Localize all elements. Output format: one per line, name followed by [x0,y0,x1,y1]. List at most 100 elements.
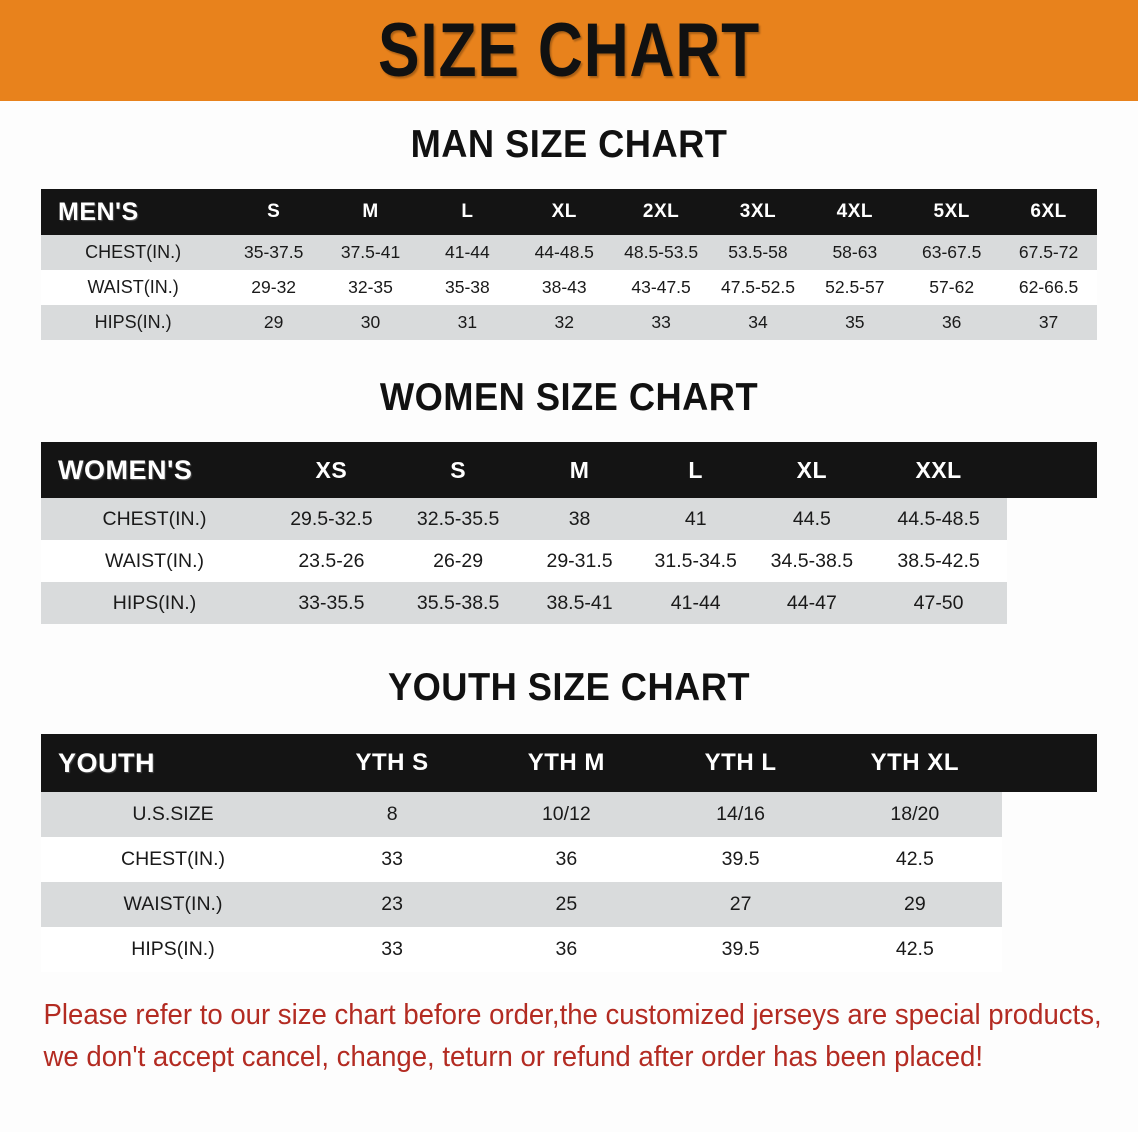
man-cell-0-3: 44-48.5 [515,235,613,270]
youth-row-label-2: WAIST(IN.) [41,882,305,927]
man-section-title: MAN SIZE CHART [410,123,728,166]
man-cell-2-6: 35 [806,305,904,340]
women-header-spacer [1007,442,1097,498]
man-cell-1-5: 47.5-52.5 [709,270,807,305]
man-cell-2-5: 34 [709,305,807,340]
women-row-label-2: HIPS(IN.) [41,582,269,624]
women-size-header-3: L [637,442,754,498]
youth-row-spacer-0 [1001,792,1097,837]
youth-cell-2-3: 29 [827,882,1002,927]
disclaimer-text: Please refer to our size chart before or… [34,994,1102,1078]
youth-size-header-2: YTH L [653,734,828,792]
youth-table-wrap: YOUTH YTH S YTH M YTH L YTH XL U.S.SIZE … [41,734,1097,972]
youth-cell-0-3: 18/20 [827,792,1002,837]
page-banner: SIZE CHART [0,0,1138,101]
youth-cell-3-2: 39.5 [653,927,828,972]
man-cell-1-0: 29-32 [225,270,323,305]
women-cell-2-1: 35.5-38.5 [394,582,522,624]
man-cell-2-4: 33 [612,305,710,340]
youth-row-label-3: HIPS(IN.) [41,927,305,972]
women-row-label-0: CHEST(IN.) [41,498,269,540]
man-header-row: MEN'S S M L XL 2XL 3XL 4XL 5XL 6XL [41,189,1097,235]
women-cell-1-1: 26-29 [394,540,522,582]
youth-row-spacer-1 [1001,837,1097,882]
man-cell-2-7: 36 [903,305,1001,340]
man-size-header-2: L [418,189,516,235]
women-size-header-2: M [521,442,638,498]
table-row: HIPS(IN.) 29 30 31 32 33 34 35 36 37 [41,305,1097,340]
youth-cell-2-0: 23 [305,882,480,927]
disclaimer-line-2: we don't accept cancel, change, teturn o… [43,1041,984,1074]
women-table-wrap: WOMEN'S XS S M L XL XXL CHEST(IN.) 29.5-… [41,442,1097,624]
man-size-header-8: 6XL [1000,189,1097,235]
man-cell-1-8: 62-66.5 [1000,270,1097,305]
youth-size-header-3: YTH XL [827,734,1002,792]
man-size-table: MEN'S S M L XL 2XL 3XL 4XL 5XL 6XL CHEST… [41,189,1097,340]
man-cell-0-0: 35-37.5 [225,235,323,270]
women-cell-2-5: 47-50 [869,582,1008,624]
youth-row-label-1: CHEST(IN.) [41,837,305,882]
man-table-wrap: MEN'S S M L XL 2XL 3XL 4XL 5XL 6XL CHEST… [41,189,1097,340]
table-row: WAIST(IN.) 29-32 32-35 35-38 38-43 43-47… [41,270,1097,305]
women-cell-1-4: 34.5-38.5 [753,540,870,582]
man-cell-0-7: 63-67.5 [903,235,1001,270]
women-cell-0-1: 32.5-35.5 [394,498,522,540]
women-size-table: WOMEN'S XS S M L XL XXL CHEST(IN.) 29.5-… [41,442,1097,624]
table-row: CHEST(IN.) 35-37.5 37.5-41 41-44 44-48.5… [41,235,1097,270]
youth-cell-2-1: 25 [479,882,654,927]
table-row: WAIST(IN.) 23.5-26 26-29 29-31.5 31.5-34… [41,540,1097,582]
women-row-label-1: WAIST(IN.) [41,540,269,582]
youth-row-label-0: U.S.SIZE [41,792,305,837]
man-row-label-0: CHEST(IN.) [41,235,226,270]
man-cell-1-7: 57-62 [903,270,1001,305]
page-title: SIZE CHART [377,7,761,93]
youth-cell-1-2: 39.5 [653,837,828,882]
man-cell-0-8: 67.5-72 [1000,235,1097,270]
women-cell-0-3: 41 [637,498,754,540]
man-cell-1-1: 32-35 [322,270,419,305]
table-row: CHEST(IN.) 33 36 39.5 42.5 [41,837,1097,882]
man-size-header-0: S [225,189,323,235]
women-category-label: WOMEN'S [41,442,269,498]
youth-row-spacer-3 [1001,927,1097,972]
women-cell-0-5: 44.5-48.5 [869,498,1008,540]
youth-cell-3-1: 36 [479,927,654,972]
youth-cell-0-0: 8 [305,792,480,837]
man-cell-0-6: 58-63 [806,235,904,270]
youth-cell-1-3: 42.5 [827,837,1002,882]
youth-section-title: YOUTH SIZE CHART [387,666,751,709]
youth-cell-0-2: 14/16 [653,792,828,837]
youth-cell-3-3: 42.5 [827,927,1002,972]
women-cell-2-0: 33-35.5 [268,582,395,624]
women-cell-0-4: 44.5 [753,498,870,540]
man-cell-1-2: 35-38 [418,270,516,305]
man-cell-2-8: 37 [1000,305,1097,340]
man-size-header-3: XL [515,189,613,235]
table-row: U.S.SIZE 8 10/12 14/16 18/20 [41,792,1097,837]
man-size-header-4: 2XL [612,189,710,235]
youth-header-spacer [1001,734,1097,792]
man-size-header-5: 3XL [709,189,807,235]
women-cell-2-2: 38.5-41 [521,582,638,624]
man-cell-2-0: 29 [225,305,323,340]
women-size-header-5: XXL [869,442,1008,498]
women-cell-1-3: 31.5-34.5 [637,540,754,582]
man-size-header-1: M [322,189,419,235]
table-row: HIPS(IN.) 33 36 39.5 42.5 [41,927,1097,972]
youth-cell-3-0: 33 [305,927,480,972]
youth-cell-2-2: 27 [653,882,828,927]
man-row-label-1: WAIST(IN.) [41,270,226,305]
women-row-spacer-2 [1007,582,1097,624]
man-size-header-7: 5XL [903,189,1001,235]
table-row: WAIST(IN.) 23 25 27 29 [41,882,1097,927]
women-cell-1-5: 38.5-42.5 [869,540,1008,582]
women-row-spacer-1 [1007,540,1097,582]
women-cell-2-3: 41-44 [637,582,754,624]
youth-size-table: YOUTH YTH S YTH M YTH L YTH XL U.S.SIZE … [41,734,1097,972]
women-header-row: WOMEN'S XS S M L XL XXL [41,442,1097,498]
youth-header-row: YOUTH YTH S YTH M YTH L YTH XL [41,734,1097,792]
man-cell-0-1: 37.5-41 [322,235,419,270]
youth-cell-1-1: 36 [479,837,654,882]
disclaimer-line-1: Please refer to our size chart before or… [43,999,1102,1031]
